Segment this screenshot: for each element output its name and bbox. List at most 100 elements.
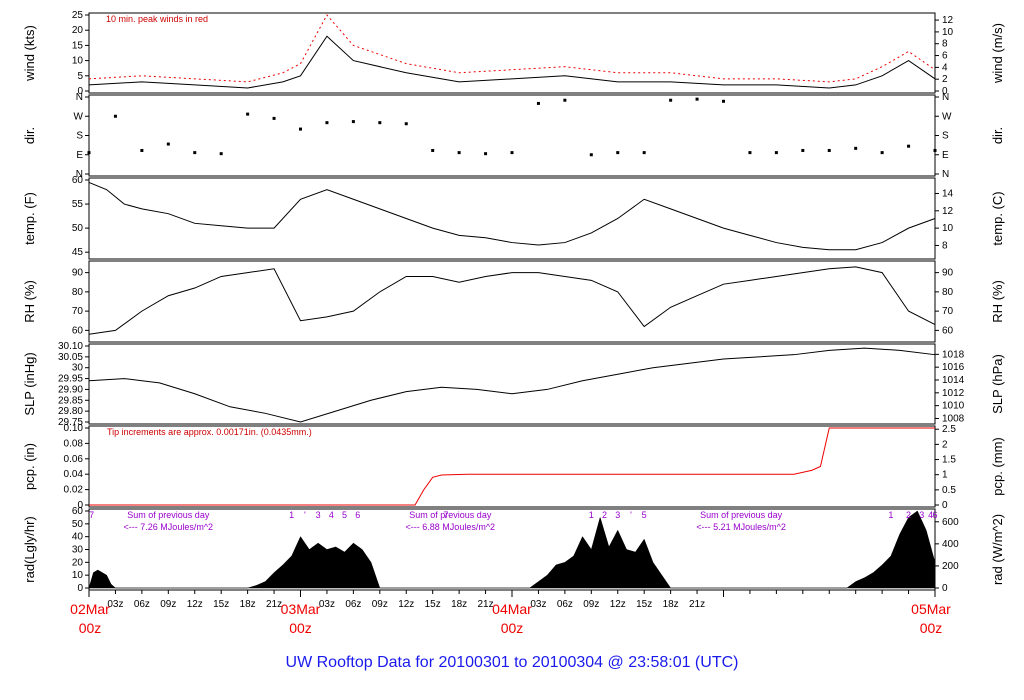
x-date-label: 02Mar [70, 601, 110, 617]
day-sum-value: <--- 7.26 MJoules/m^2 [124, 522, 214, 532]
y-tick-label-right: 10 [942, 223, 954, 234]
y-tick-label-right: 70 [942, 306, 954, 317]
series-line-sea-level-pressure [88, 347, 936, 423]
series-line-relative-humidity [88, 266, 936, 335]
y-tick-label-left: S [76, 131, 83, 142]
x-hour-label: 21z [478, 599, 494, 610]
y-axis-label-right: temp. (C) [990, 191, 1005, 245]
y-axis-label-left: temp. (F) [22, 192, 37, 245]
panel-temp: 45 50 55 60 8 10 12 14 temp. (F) temp. (C) [22, 175, 1005, 260]
y-tick-label-right: 1 [942, 470, 948, 481]
x-hour-label: 18z [240, 599, 256, 610]
hour-mark-label: 1 [589, 510, 594, 520]
y-tick-label-left: 60 [72, 175, 84, 186]
y-tick-label-left: 10 [72, 56, 84, 67]
y-tick-label-right: 90 [942, 268, 954, 279]
data-point [219, 152, 223, 156]
y-tick-label-right: 1010 [942, 401, 965, 412]
y-tick-label-right: 1012 [942, 388, 965, 399]
data-point [907, 144, 911, 148]
data-point [484, 152, 488, 156]
x-hour-label: 03z [107, 599, 123, 610]
data-point [351, 120, 355, 124]
y-tick-label-left: E [76, 150, 83, 161]
y-axis-label-right: dir. [990, 127, 1005, 144]
y-tick-label-left: 40 [72, 532, 84, 543]
y-tick-label-right: 80 [942, 287, 954, 298]
hour-mark-label: 6 [355, 510, 360, 520]
y-tick-label-right: 12 [942, 15, 954, 26]
data-point [695, 97, 699, 101]
y-axis-label-left: RH (%) [22, 280, 37, 323]
y-tick-label-left: 0.06 [64, 454, 84, 465]
y-tick-label-right: 400 [942, 539, 959, 550]
y-tick-label-left: 0.04 [64, 469, 84, 480]
data-point [563, 98, 567, 102]
y-tick-label-right: 1016 [942, 362, 965, 373]
data-point [431, 148, 435, 152]
x-date-label: 03Mar [281, 601, 321, 617]
y-tick-label-left: 10 [72, 570, 84, 581]
y-tick-label-right: 12 [942, 206, 954, 217]
x-hour-label: 15z [425, 599, 441, 610]
y-tick-label-right: 600 [942, 517, 959, 528]
y-tick-label-left: 60 [72, 325, 84, 336]
day-sum-label: Sum of previous day [409, 510, 492, 520]
y-axis-label-right: rad (W/m^2) [990, 514, 1005, 585]
x-date-hour-label: 00z [289, 620, 312, 636]
y-axis-label-left: dir. [22, 127, 37, 144]
y-axis-label-right: pcp. (mm) [990, 437, 1005, 496]
y-tick-label-right: 0 [942, 500, 948, 511]
data-point [616, 151, 620, 155]
x-date-label: 05Mar [911, 601, 951, 617]
data-point [827, 148, 831, 152]
y-tick-label-left: 30 [72, 363, 84, 374]
x-hour-label: 18z [451, 599, 467, 610]
data-point [801, 148, 805, 152]
y-axis-label-left: SLP (inHg) [22, 352, 37, 415]
data-point [880, 151, 884, 155]
y-tick-label-right: 1.5 [942, 455, 956, 466]
data-point [854, 146, 858, 150]
y-axis-label-right: SLP (hPa) [990, 354, 1005, 414]
hour-mark-label: 3 [615, 510, 620, 520]
x-hour-label: 06z [345, 599, 361, 610]
y-tick-label-right: 1018 [942, 349, 965, 360]
y-tick-label-left: 30.10 [58, 341, 83, 352]
data-point [299, 127, 302, 131]
y-tick-label-left: 80 [72, 287, 84, 298]
y-tick-label-right: 14 [942, 188, 954, 199]
panel-rh: 60 70 80 90 60 70 80 90 RH (%) RH (%) [22, 260, 1005, 343]
y-tick-label-right: 4 [942, 62, 948, 73]
y-tick-label-right: 6 [942, 51, 948, 62]
y-tick-label-right: 2.5 [942, 424, 956, 435]
day-sum-value: <--- 5.21 MJoules/m^2 [696, 522, 786, 532]
series-line-temperature [88, 181, 936, 251]
data-point [246, 112, 250, 116]
y-tick-label-right: 10 [942, 27, 954, 38]
data-point [933, 148, 937, 152]
y-tick-label-right: 2 [942, 439, 948, 450]
panel-annotation: 10 min. peak winds in red [106, 14, 208, 24]
y-tick-label-left: 30 [72, 545, 84, 556]
panel-frame [88, 343, 936, 425]
x-hour-label: 12z [187, 599, 203, 610]
data-point [325, 121, 329, 125]
hour-mark-label: 4 [329, 510, 334, 520]
data-point [774, 151, 778, 155]
y-tick-label-right: E [942, 150, 949, 161]
series-area-solar-radiation [88, 510, 936, 589]
x-hour-label: 06z [134, 599, 150, 610]
y-tick-label-right: 8 [942, 240, 948, 251]
y-tick-label-left: 0 [77, 86, 83, 97]
x-hour-label: 03z [530, 599, 546, 610]
panel-frame [88, 177, 936, 260]
y-tick-label-left: 0.10 [64, 423, 84, 434]
data-point [113, 114, 117, 118]
y-tick-label-left: 15 [72, 40, 84, 51]
panel-annotation: Tip increments are approx. 0.00171in. (0… [107, 427, 312, 437]
y-tick-label-right: N [942, 92, 949, 103]
x-hour-label: 12z [610, 599, 626, 610]
day-sum-label: Sum of previous day [700, 510, 783, 520]
